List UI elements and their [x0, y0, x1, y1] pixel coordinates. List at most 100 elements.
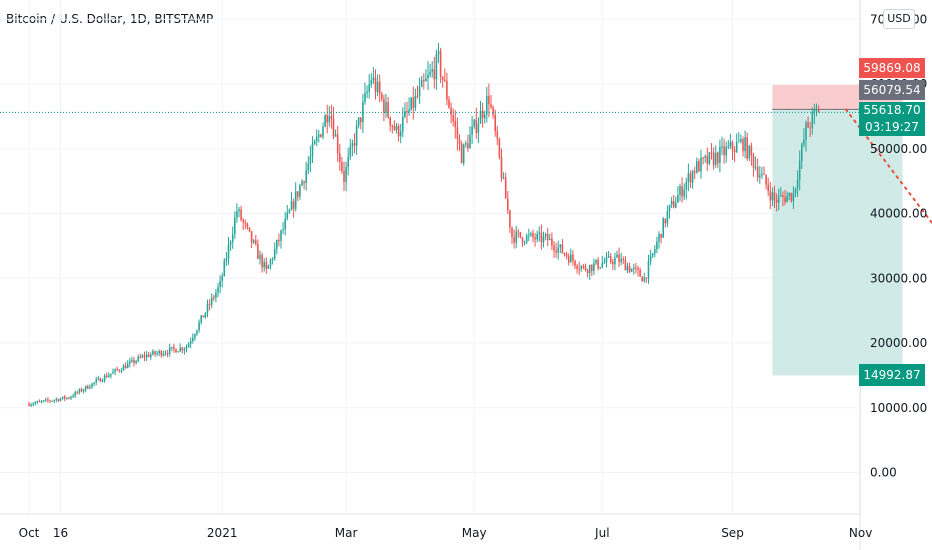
candle-body [72, 396, 74, 398]
candle-body [61, 396, 64, 399]
candle-body [219, 280, 221, 287]
candle-body [294, 191, 297, 209]
candle-body [439, 51, 442, 77]
candle-body [654, 249, 656, 254]
candle-body [387, 102, 389, 118]
candle-body [397, 126, 400, 137]
currency-selector[interactable]: USD [883, 9, 915, 29]
candle-body [542, 236, 545, 243]
candle-body [771, 192, 774, 201]
candle-body [175, 348, 177, 353]
candle-body [761, 173, 763, 176]
candle-body [322, 126, 324, 137]
candle-body [141, 355, 144, 358]
candle-body [368, 84, 370, 92]
candle-body [645, 277, 648, 279]
candle-body [59, 398, 62, 401]
candle-body [479, 110, 482, 124]
candle-body [120, 370, 123, 372]
candle-body [618, 254, 620, 263]
candle-body [794, 188, 797, 194]
candle-body [691, 171, 694, 183]
candle-body [431, 69, 433, 72]
candle-body [458, 138, 461, 144]
candle-body [427, 74, 429, 79]
candle-body [748, 145, 751, 159]
candle-body [404, 111, 406, 117]
candle-body [381, 93, 383, 99]
candle-body [265, 262, 268, 269]
candle-body [192, 337, 194, 342]
candle-body [225, 258, 228, 261]
candle-body [416, 95, 419, 97]
candle-body [460, 143, 463, 164]
candle-body [515, 231, 517, 243]
candle-body [63, 396, 66, 399]
candle-body [208, 304, 211, 306]
x-tick-label: Jul [594, 526, 609, 540]
candle-body [311, 144, 314, 157]
candle-body [546, 234, 549, 241]
candle-body [55, 399, 58, 401]
candle-body [213, 297, 215, 299]
candle-body [437, 51, 440, 55]
candle-body [473, 119, 475, 127]
candle-body [698, 161, 700, 172]
candle-body [719, 146, 721, 164]
candle-body [259, 254, 261, 259]
candle-body [738, 141, 740, 143]
candle-body [362, 102, 364, 123]
candle-body [735, 141, 738, 152]
candle-body [452, 115, 454, 122]
candle-body [488, 95, 490, 105]
candle-body [633, 267, 635, 269]
candle-body [334, 134, 337, 137]
candle-body [87, 385, 89, 389]
candle-body [145, 354, 148, 358]
candle-body [290, 201, 293, 210]
candle-body [555, 250, 557, 253]
candle-body [696, 161, 698, 173]
candle-body [754, 167, 757, 169]
candle-body [320, 134, 322, 137]
candle-body [286, 212, 289, 219]
candle-body [467, 143, 469, 149]
candle-body [114, 369, 116, 372]
candle-body [376, 81, 379, 93]
x-tick-label: Mar [335, 526, 358, 540]
candle-body [462, 144, 465, 164]
candle-body [601, 262, 604, 268]
candle-body [725, 147, 727, 156]
candle-body [236, 211, 238, 218]
candle-body [626, 266, 629, 271]
candle-body [105, 375, 108, 378]
candle-body [328, 115, 331, 123]
x-tick-label: Nov [849, 526, 872, 540]
candle-body [574, 260, 576, 266]
candle-body [150, 354, 152, 358]
candle-body [131, 359, 133, 362]
candle-body [269, 259, 272, 266]
candle-body [656, 241, 658, 250]
candle-body [185, 347, 188, 350]
candle-body [273, 248, 276, 259]
candle-body [204, 312, 207, 318]
candle-body [811, 112, 814, 128]
candle-body [740, 139, 742, 142]
candle-body [324, 115, 326, 127]
candle-body [93, 382, 95, 384]
candle-body [801, 144, 803, 161]
candle-body [118, 369, 121, 371]
candle-body [498, 138, 501, 158]
candle-body [166, 353, 169, 355]
candle-body [429, 71, 431, 75]
candle-body [782, 195, 784, 198]
candle-body [139, 356, 142, 358]
candle-body [511, 227, 513, 238]
candle-body [305, 170, 307, 183]
candle-body [813, 109, 816, 113]
candle-body [588, 264, 591, 273]
candle-body [301, 181, 303, 186]
candle-body [576, 265, 578, 269]
